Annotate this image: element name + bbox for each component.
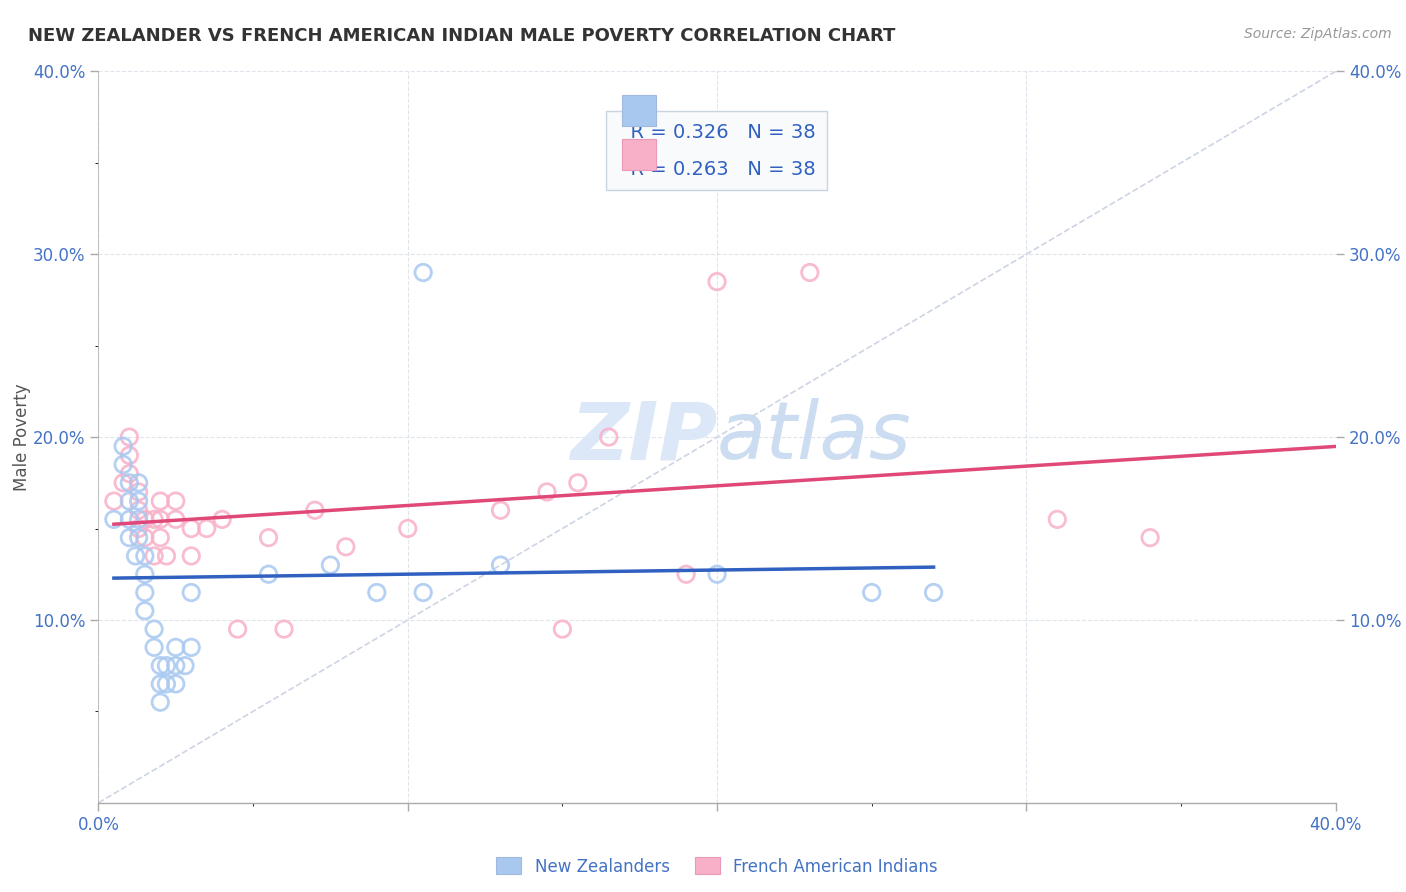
Point: [412, 585, 434, 599]
Point: [180, 521, 202, 535]
Point: [149, 677, 172, 691]
Y-axis label: Male Poverty: Male Poverty: [13, 384, 31, 491]
Point: [412, 266, 434, 280]
Point: [112, 458, 135, 472]
Point: [706, 275, 728, 289]
Text: atlas: atlas: [717, 398, 912, 476]
Point: [706, 567, 728, 582]
Point: [180, 549, 202, 563]
Point: [149, 695, 172, 709]
Point: [118, 449, 141, 463]
Point: [195, 521, 218, 535]
Point: [149, 658, 172, 673]
Point: [112, 475, 135, 490]
Point: [165, 640, 187, 655]
Point: [118, 430, 141, 444]
Text: Source: ZipAtlas.com: Source: ZipAtlas.com: [1244, 27, 1392, 41]
Point: [165, 677, 187, 691]
Point: [598, 430, 620, 444]
Point: [536, 485, 558, 500]
Point: [143, 512, 166, 526]
Point: [860, 585, 883, 599]
Point: [118, 512, 141, 526]
Point: [149, 494, 172, 508]
FancyBboxPatch shape: [621, 139, 657, 170]
Point: [134, 567, 156, 582]
Point: [180, 585, 202, 599]
Point: [226, 622, 249, 636]
Point: [1139, 531, 1161, 545]
Point: [128, 494, 150, 508]
Point: [1046, 512, 1069, 526]
Point: [134, 512, 156, 526]
Point: [180, 640, 202, 655]
Point: [134, 549, 156, 563]
Point: [155, 658, 177, 673]
Point: [335, 540, 357, 554]
Point: [128, 512, 150, 526]
Point: [551, 622, 574, 636]
Legend: New Zealanders, French American Indians: New Zealanders, French American Indians: [489, 851, 945, 882]
Point: [128, 531, 150, 545]
Point: [149, 531, 172, 545]
Point: [128, 521, 150, 535]
Point: [211, 512, 233, 526]
Point: [922, 585, 945, 599]
Point: [396, 521, 419, 535]
Point: [165, 658, 187, 673]
Point: [319, 558, 342, 573]
Point: [112, 439, 135, 453]
Point: [124, 549, 146, 563]
Point: [128, 485, 150, 500]
Point: [134, 531, 156, 545]
Point: [134, 585, 156, 599]
Point: [128, 503, 150, 517]
Point: [257, 567, 280, 582]
Point: [165, 494, 187, 508]
Text: NEW ZEALANDER VS FRENCH AMERICAN INDIAN MALE POVERTY CORRELATION CHART: NEW ZEALANDER VS FRENCH AMERICAN INDIAN …: [28, 27, 896, 45]
Point: [366, 585, 388, 599]
Point: [118, 494, 141, 508]
Point: [103, 494, 125, 508]
Point: [103, 512, 125, 526]
Text: ZIP: ZIP: [569, 398, 717, 476]
Point: [134, 604, 156, 618]
Point: [273, 622, 295, 636]
Point: [304, 503, 326, 517]
Point: [118, 531, 141, 545]
FancyBboxPatch shape: [621, 95, 657, 126]
Point: [567, 475, 589, 490]
Point: [675, 567, 697, 582]
Point: [118, 475, 141, 490]
Point: [489, 558, 512, 573]
Point: [118, 467, 141, 481]
Point: [143, 640, 166, 655]
Point: [143, 622, 166, 636]
Point: [143, 549, 166, 563]
Text: R = 0.326   N = 38
  R = 0.263   N = 38: R = 0.326 N = 38 R = 0.263 N = 38: [619, 122, 815, 178]
Point: [257, 531, 280, 545]
Point: [489, 503, 512, 517]
Point: [155, 677, 177, 691]
Point: [128, 475, 150, 490]
Point: [149, 512, 172, 526]
Point: [165, 512, 187, 526]
Point: [174, 658, 197, 673]
Point: [799, 266, 821, 280]
Point: [155, 549, 177, 563]
